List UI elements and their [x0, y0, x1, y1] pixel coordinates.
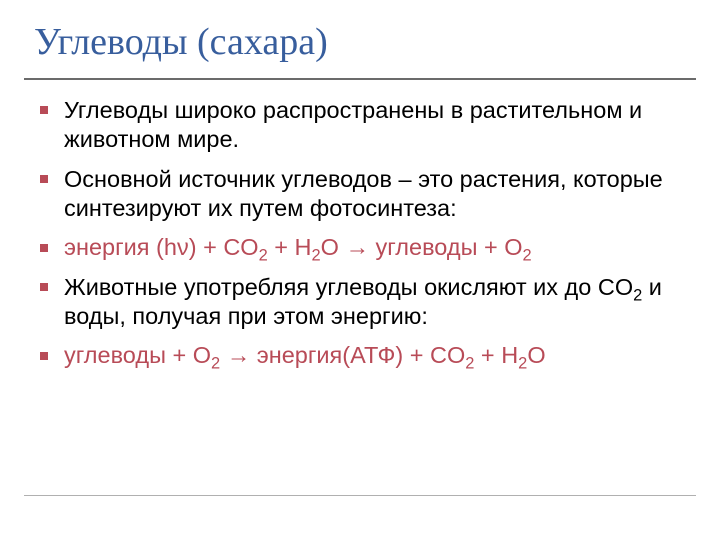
bullet-item: Животные употребляя углеводы окисляют их… — [38, 273, 686, 332]
bullet-item: Основной источник углеводов – это растен… — [38, 165, 686, 224]
bullet-list: Углеводы широко распространены в растите… — [38, 96, 686, 371]
bullet-item: энергия (hν) + CO2 + H2O → углеводы + O2 — [38, 233, 686, 262]
bullet-item: Углеводы широко распространены в растите… — [38, 96, 686, 155]
footer-divider — [24, 495, 696, 496]
bullet-item: углеводы + O2 → энергия(АТФ) + CO2 + H2O — [38, 341, 686, 370]
slide-title: Углеводы (сахара) — [34, 22, 686, 64]
equation: углеводы + O2 → энергия(АТФ) + CO2 + H2O — [64, 342, 546, 368]
body-area: Углеводы широко распространены в растите… — [0, 80, 720, 371]
equation: энергия (hν) + CO2 + H2O → углеводы + O2 — [64, 234, 532, 260]
title-area: Углеводы (сахара) — [0, 0, 720, 74]
slide: Углеводы (сахара) Углеводы широко распро… — [0, 0, 720, 540]
